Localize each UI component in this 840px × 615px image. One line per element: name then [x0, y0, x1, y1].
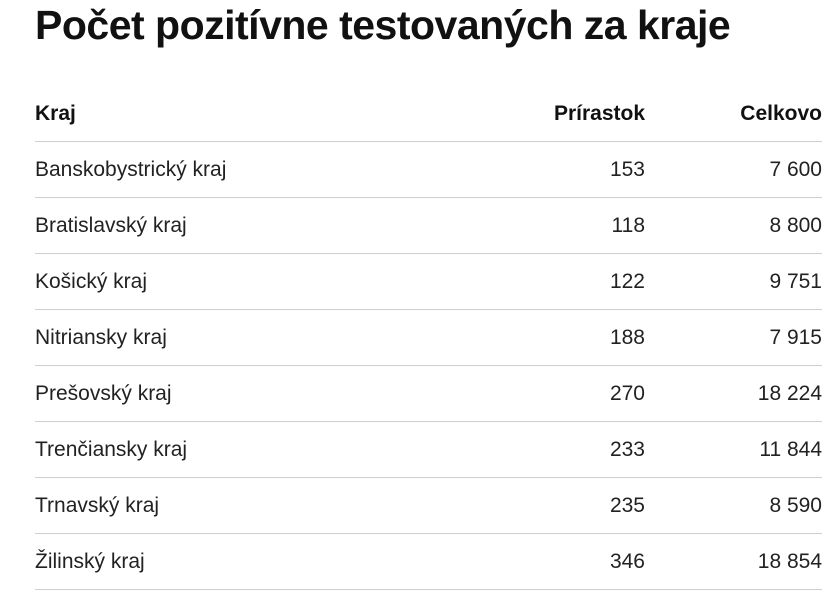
column-header-prirastok: Prírastok: [495, 86, 645, 142]
column-header-celkovo: Celkovo: [645, 86, 822, 142]
region-cell: Trenčiansky kraj: [35, 421, 495, 478]
increase-cell: 188: [495, 309, 645, 366]
data-table: Kraj Prírastok Celkovo Banskobystrický k…: [35, 86, 822, 590]
table-row: Banskobystrický kraj 153 7 600: [35, 141, 822, 198]
region-cell: Žilinský kraj: [35, 533, 495, 590]
region-cell: Bratislavský kraj: [35, 197, 495, 254]
region-cell: Prešovský kraj: [35, 365, 495, 422]
total-cell: 11 844: [645, 421, 822, 478]
column-header-kraj: Kraj: [35, 86, 495, 142]
total-cell: 18 854: [645, 533, 822, 590]
increase-cell: 118: [495, 197, 645, 254]
increase-cell: 233: [495, 421, 645, 478]
total-cell: 18 224: [645, 365, 822, 422]
total-cell: 7 600: [645, 141, 822, 198]
table-row: Bratislavský kraj 118 8 800: [35, 197, 822, 254]
increase-cell: 270: [495, 365, 645, 422]
page-title: Počet pozitívne testovaných za kraje: [35, 2, 731, 48]
region-cell: Banskobystrický kraj: [35, 141, 495, 198]
table-row: Žilinský kraj 346 18 854: [35, 533, 822, 590]
table-header-row: Kraj Prírastok Celkovo: [35, 86, 822, 142]
table-row: Prešovský kraj 270 18 224: [35, 365, 822, 422]
increase-cell: 122: [495, 253, 645, 310]
increase-cell: 235: [495, 477, 645, 534]
region-cell: Nitriansky kraj: [35, 309, 495, 366]
total-cell: 8 800: [645, 197, 822, 254]
table-row: Košický kraj 122 9 751: [35, 253, 822, 310]
table-row: Trnavský kraj 235 8 590: [35, 477, 822, 534]
table-row: Trenčiansky kraj 233 11 844: [35, 421, 822, 478]
total-cell: 7 915: [645, 309, 822, 366]
increase-cell: 346: [495, 533, 645, 590]
table-row: Nitriansky kraj 188 7 915: [35, 309, 822, 366]
region-cell: Košický kraj: [35, 253, 495, 310]
total-cell: 8 590: [645, 477, 822, 534]
region-cell: Trnavský kraj: [35, 477, 495, 534]
total-cell: 9 751: [645, 253, 822, 310]
increase-cell: 153: [495, 141, 645, 198]
